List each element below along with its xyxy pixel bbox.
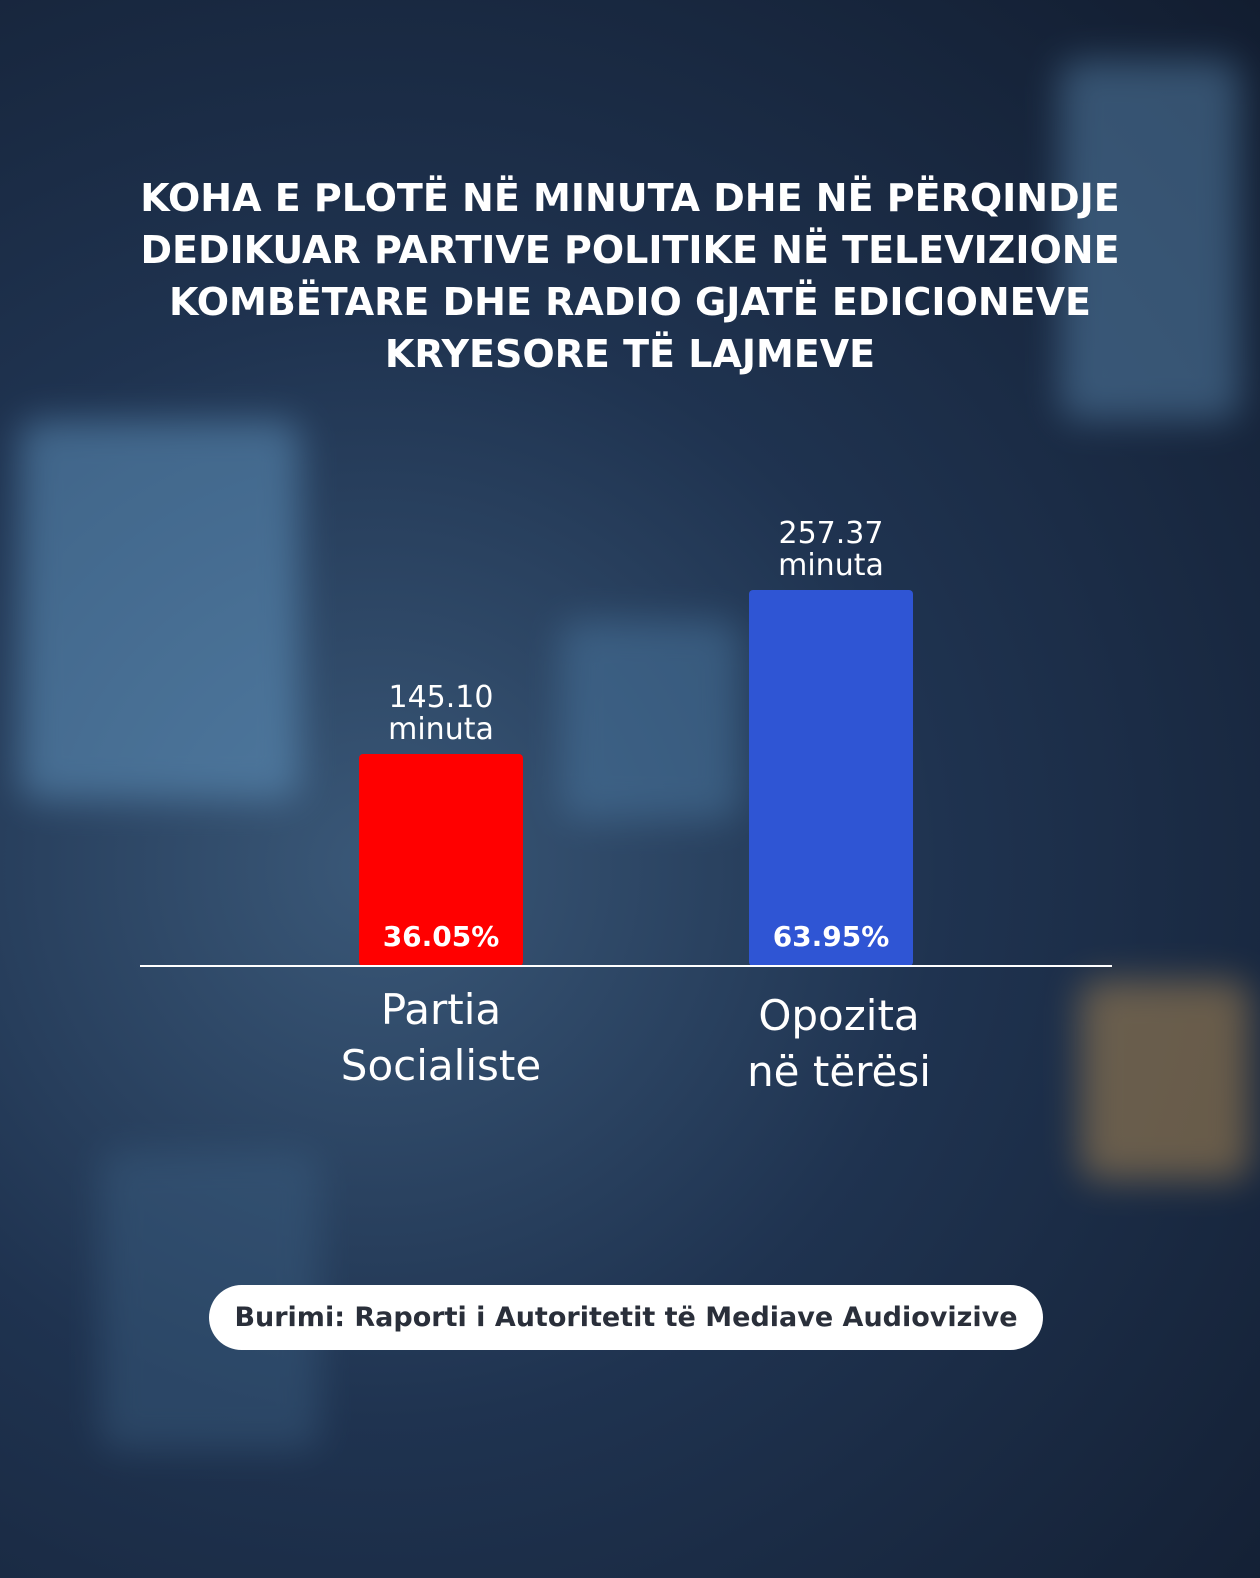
value-number: 257.37: [778, 516, 884, 551]
background-shape: [560, 620, 740, 820]
background-shape: [20, 420, 300, 800]
share-label: 63.95%: [772, 920, 890, 953]
chart-title: KOHA E PLOTË NË MINUTA DHE NË PËRQINDJE …: [140, 176, 1120, 376]
share-label: 36.05%: [382, 920, 500, 953]
category-label: Partia Socialiste: [340, 985, 542, 1090]
value-unit: minuta: [388, 712, 494, 748]
bar: [749, 590, 913, 966]
background-shape: [1060, 60, 1240, 420]
bar: [359, 754, 523, 966]
category-label: Opozita në tërësi: [747, 991, 931, 1096]
source-note: Burimi: Raporti i Autoritetit të Mediave…: [209, 1285, 1043, 1350]
value-label: 257.37 minuta: [701, 518, 961, 582]
value-number: 145.10: [388, 680, 494, 716]
background-shape: [1080, 980, 1250, 1180]
value-unit: minuta: [778, 548, 884, 583]
value-label: 145.10 minuta: [311, 682, 571, 746]
